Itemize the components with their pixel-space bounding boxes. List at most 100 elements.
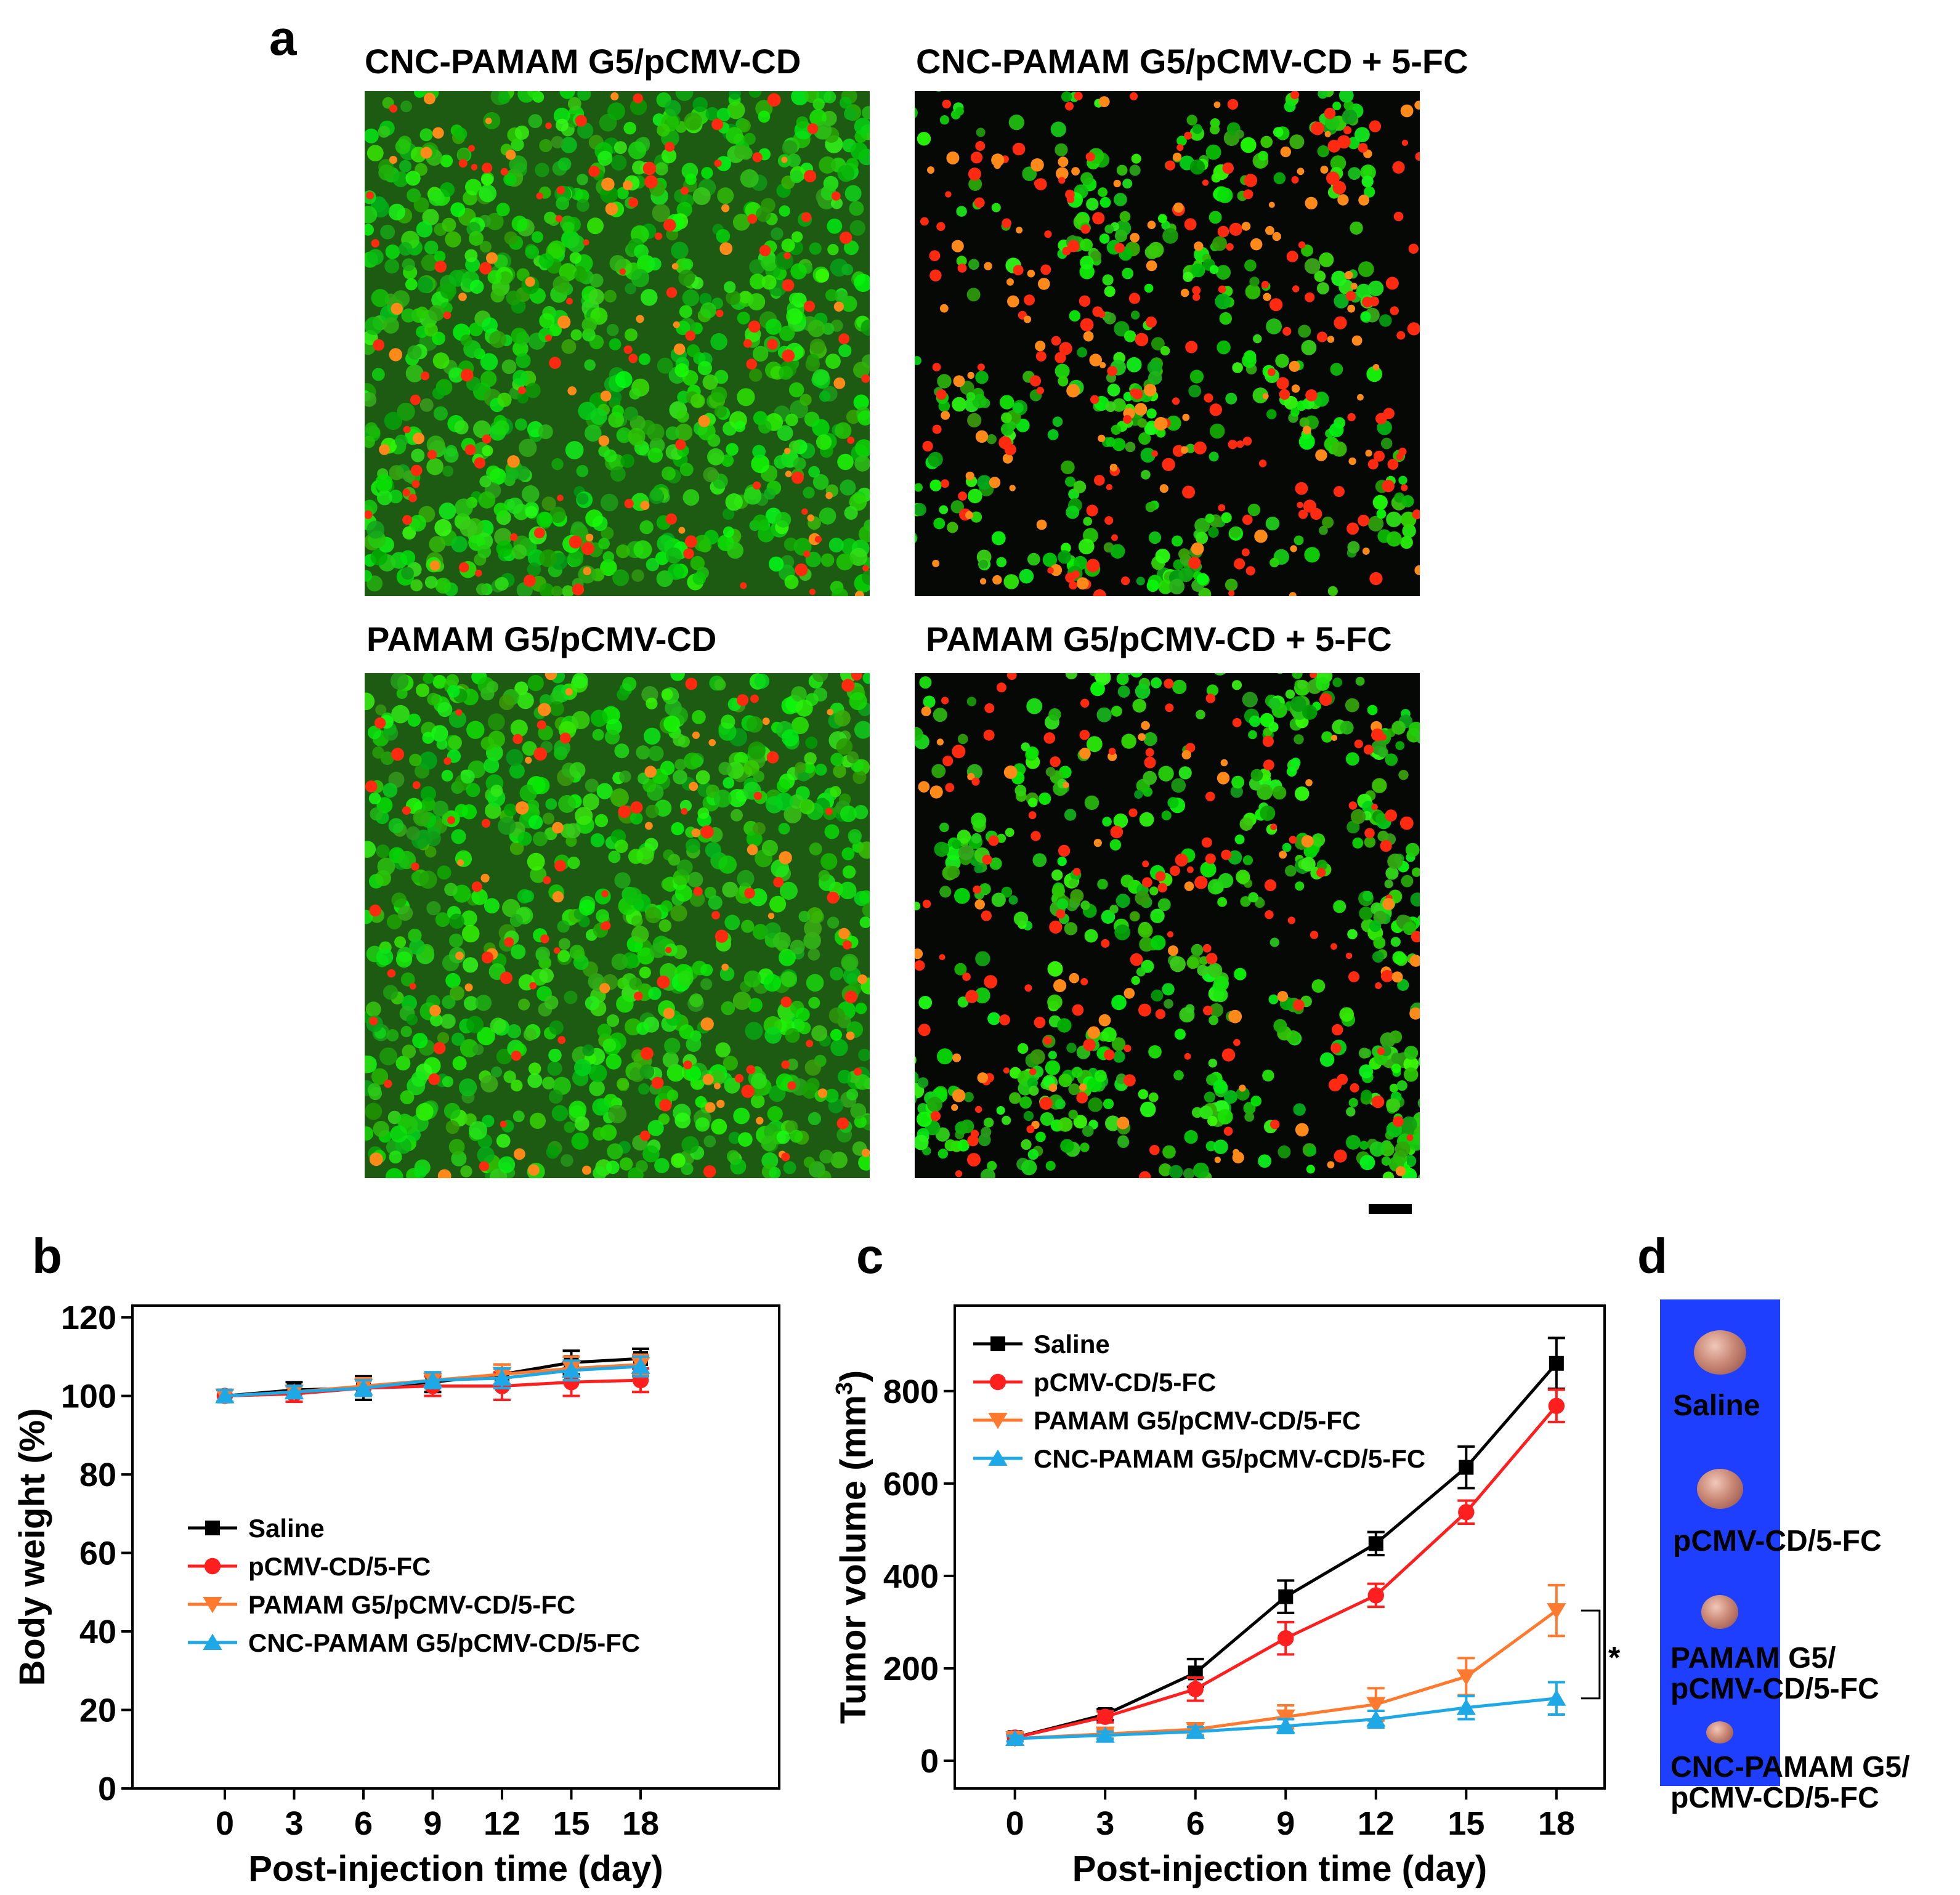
y-tick-label: 600 [883, 1466, 939, 1503]
green-cell [1324, 115, 1340, 131]
green-cell [402, 258, 415, 272]
x-tick-label: 0 [216, 1805, 234, 1842]
green-cell [378, 164, 395, 181]
green-cell [434, 519, 452, 536]
green-cell [711, 386, 727, 403]
green-cell [569, 1101, 587, 1119]
green-cell [1294, 734, 1304, 745]
green-cell [590, 709, 608, 727]
green-cell [1382, 1171, 1395, 1178]
green-cell [426, 458, 443, 475]
green-cell [723, 1056, 738, 1071]
green-cell [1273, 1019, 1287, 1033]
green-cell [581, 317, 597, 333]
red-cell [1382, 898, 1395, 910]
green-cell [646, 804, 659, 818]
green-cell [986, 434, 997, 445]
green-cell [482, 445, 493, 457]
green-cell [647, 423, 665, 442]
green-cell [1346, 1135, 1361, 1150]
green-cell [636, 745, 650, 760]
green-cell [1170, 956, 1186, 972]
green-cell [509, 763, 525, 779]
green-cell [623, 406, 638, 421]
red-cell [941, 479, 949, 488]
green-cell [723, 526, 734, 538]
red-cell [507, 455, 520, 468]
green-cell [567, 97, 581, 111]
green-cell [1235, 129, 1244, 139]
green-cell [390, 673, 409, 690]
red-cell [1265, 910, 1274, 919]
green-cell [917, 1077, 929, 1088]
green-cell [968, 259, 979, 270]
green-cell [1289, 134, 1305, 150]
green-cell [1109, 839, 1122, 851]
green-cell [1249, 715, 1261, 727]
green-cell [1148, 1092, 1159, 1102]
red-cell [951, 240, 964, 253]
red-cell [534, 527, 545, 539]
green-cell [554, 739, 570, 756]
green-cell [1311, 979, 1326, 993]
green-cell [545, 798, 557, 810]
green-cell [1247, 503, 1261, 517]
green-cell [517, 392, 528, 404]
red-cell [455, 709, 463, 716]
green-cell [638, 1083, 650, 1095]
green-cell [643, 727, 661, 745]
green-cell [1111, 705, 1122, 717]
red-cell [537, 720, 546, 730]
red-cell [1354, 739, 1363, 749]
green-cell [862, 673, 870, 684]
red-cell [1056, 909, 1066, 919]
green-cell [791, 686, 807, 702]
legend-marker [989, 1373, 1006, 1391]
red-cell [505, 150, 516, 160]
green-cell [489, 331, 506, 348]
green-cell [407, 345, 422, 360]
green-cell [368, 792, 381, 805]
green-cell [841, 264, 854, 276]
green-cell [562, 221, 575, 234]
green-cell [479, 475, 492, 488]
red-cell [1124, 988, 1135, 999]
x-tick-label: 15 [553, 1805, 589, 1842]
red-cell [1079, 748, 1091, 759]
red-cell [1083, 1038, 1096, 1051]
green-cell [506, 467, 519, 481]
green-cell [708, 895, 723, 910]
green-cell [714, 679, 726, 691]
red-cell [1330, 1043, 1342, 1054]
green-cell [849, 692, 867, 711]
red-cell [437, 1169, 452, 1178]
green-cell [1117, 1136, 1130, 1149]
green-cell [622, 677, 637, 692]
red-cell [369, 1152, 383, 1166]
green-cell [1162, 1145, 1176, 1159]
red-cell [1358, 514, 1370, 527]
green-cell [559, 91, 575, 99]
green-cell [1244, 259, 1257, 272]
green-cell [487, 713, 505, 731]
green-cell [819, 156, 836, 174]
green-cell [1209, 265, 1219, 275]
green-cell [478, 491, 496, 509]
red-cell [844, 990, 857, 1003]
red-cell [624, 499, 634, 509]
red-cell [1039, 1096, 1053, 1110]
green-cell [437, 1032, 450, 1044]
red-cell [1315, 449, 1327, 461]
red-cell [365, 780, 378, 793]
red-cell [1398, 447, 1407, 456]
red-cell [1107, 366, 1117, 376]
green-cell [670, 905, 687, 922]
green-cell [617, 688, 629, 701]
red-cell [1194, 876, 1208, 889]
green-cell [918, 996, 933, 1009]
green-cell [426, 831, 441, 846]
green-cell [1136, 967, 1146, 977]
red-cell [721, 204, 730, 212]
green-cell [383, 783, 398, 798]
green-cell [1257, 784, 1273, 800]
